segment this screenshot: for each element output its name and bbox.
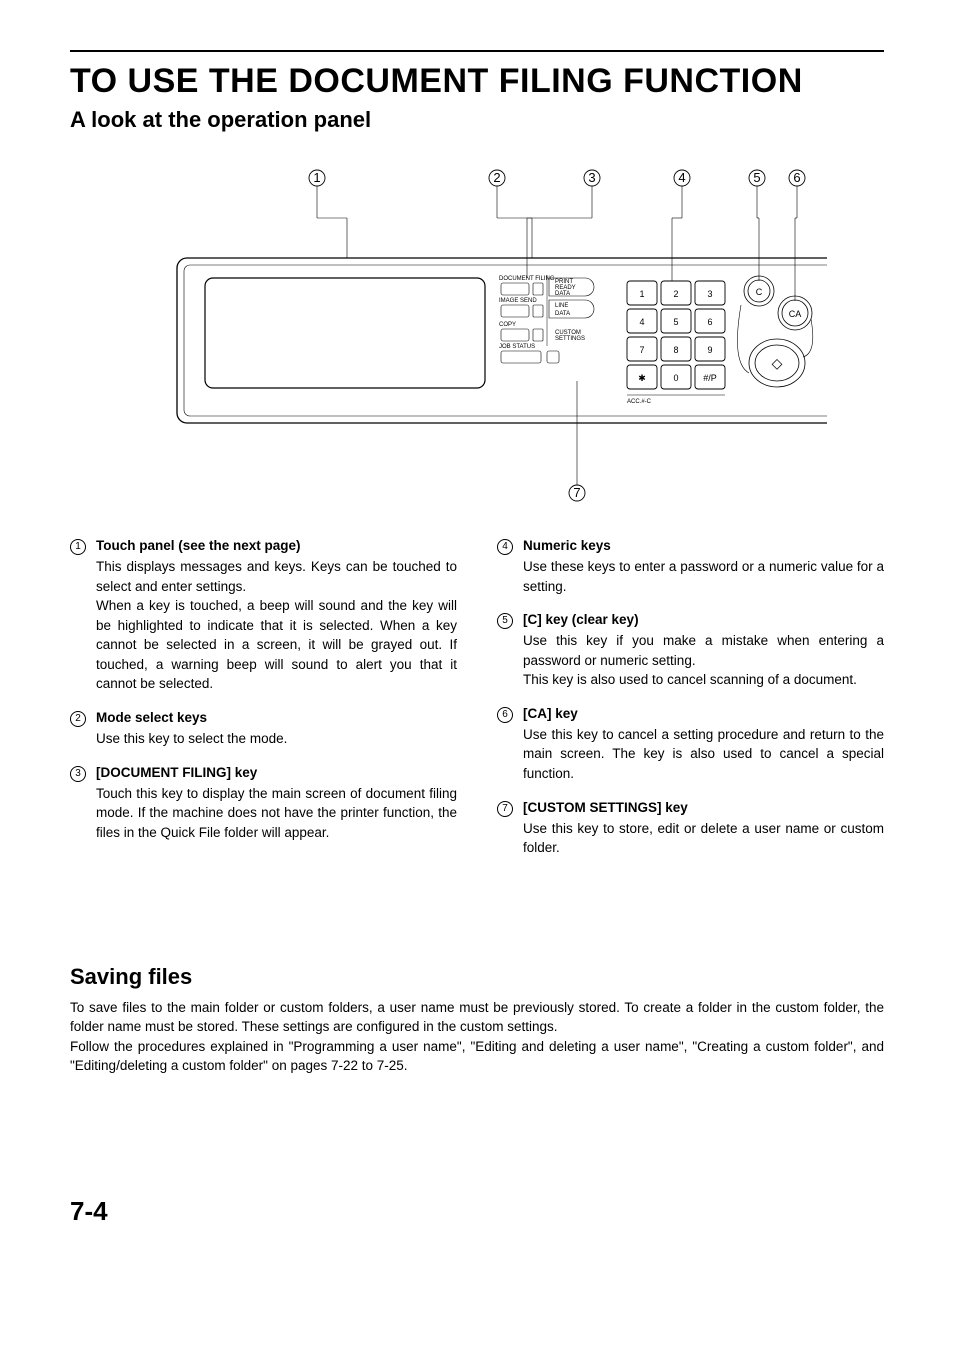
section-title: A look at the operation panel — [70, 107, 884, 133]
svg-text:0: 0 — [673, 373, 678, 383]
item-description: Use this key if you make a mistake when … — [523, 631, 884, 690]
item-title: Touch panel (see the next page) — [96, 538, 457, 553]
svg-text:2: 2 — [493, 170, 500, 185]
item-title: [CA] key — [523, 706, 884, 721]
svg-text:5: 5 — [673, 317, 678, 327]
svg-text:◇: ◇ — [772, 355, 783, 371]
item-description: Use this key to select the mode. — [96, 729, 457, 749]
svg-text:LINE: LINE — [555, 303, 568, 309]
svg-text:DATA: DATA — [555, 311, 570, 317]
svg-text:7: 7 — [639, 345, 644, 355]
svg-text:IMAGE SEND: IMAGE SEND — [499, 298, 537, 304]
svg-text:5: 5 — [753, 170, 760, 185]
svg-text:3: 3 — [588, 170, 595, 185]
svg-text:3: 3 — [707, 289, 712, 299]
svg-text:✱: ✱ — [638, 373, 646, 383]
item-description: Use this key to cancel a setting procedu… — [523, 725, 884, 784]
description-item: 4 Numeric keys Use these keys to enter a p… — [497, 538, 884, 596]
callout-number-icon: 3 — [70, 766, 86, 782]
callout-number-icon: 2 — [70, 711, 86, 727]
svg-text:C: C — [756, 287, 763, 297]
svg-text:COPY: COPY — [499, 322, 516, 328]
description-left-column: 1 Touch panel (see the next page) This dis… — [70, 538, 457, 874]
description-item: 7 [CUSTOM SETTINGS] key Use this key to st… — [497, 800, 884, 858]
description-item: 2 Mode select keys Use this key to select … — [70, 710, 457, 749]
svg-text:1: 1 — [313, 170, 320, 185]
description-item: 6 [CA] key Use this key to cancel a settin… — [497, 706, 884, 784]
description-item: 1 Touch panel (see the next page) This dis… — [70, 538, 457, 694]
svg-text:ACC.#-C: ACC.#-C — [627, 399, 652, 405]
svg-text:6: 6 — [707, 317, 712, 327]
svg-text:4: 4 — [678, 170, 685, 185]
description-item: 5 [C] key (clear key) Use this key if you … — [497, 612, 884, 690]
callout-number-icon: 4 — [497, 539, 513, 555]
svg-text:JOB STATUS: JOB STATUS — [499, 344, 535, 350]
svg-text:6: 6 — [793, 170, 800, 185]
svg-text:9: 9 — [707, 345, 712, 355]
saving-files-title: Saving files — [70, 964, 884, 990]
page-title: TO USE THE DOCUMENT FILING FUNCTION — [70, 62, 884, 101]
item-description: Touch this key to display the main scree… — [96, 784, 457, 843]
callout-number-icon: 7 — [497, 801, 513, 817]
svg-text:CA: CA — [789, 309, 802, 319]
callout-number-icon: 6 — [497, 707, 513, 723]
item-title: [CUSTOM SETTINGS] key — [523, 800, 884, 815]
svg-text:DATA: DATA — [555, 291, 570, 297]
callout-number-icon: 1 — [70, 539, 86, 555]
item-description: Use this key to store, edit or delete a … — [523, 819, 884, 858]
svg-text:SETTINGS: SETTINGS — [555, 336, 585, 342]
item-description: Use these keys to enter a password or a … — [523, 557, 884, 596]
item-title: [C] key (clear key) — [523, 612, 884, 627]
svg-text:4: 4 — [639, 317, 644, 327]
description-item: 3 [DOCUMENT FILING] key Touch this key to … — [70, 765, 457, 843]
page-number: 7-4 — [70, 1196, 884, 1227]
svg-text:7: 7 — [573, 485, 580, 500]
saving-files-body: To save files to the main folder or cust… — [70, 998, 884, 1076]
item-description: This displays messages and keys. Keys ca… — [96, 557, 457, 694]
callout-number-icon: 5 — [497, 613, 513, 629]
description-right-column: 4 Numeric keys Use these keys to enter a p… — [497, 538, 884, 874]
panel-diagram: 123456 DOCUMENT FILINGPRINTREADYDATAIMAG… — [70, 163, 884, 508]
svg-text:8: 8 — [673, 345, 678, 355]
item-title: Mode select keys — [96, 710, 457, 725]
item-title: [DOCUMENT FILING] key — [96, 765, 457, 780]
svg-text:2: 2 — [673, 289, 678, 299]
svg-text:#/P: #/P — [703, 373, 717, 383]
item-title: Numeric keys — [523, 538, 884, 553]
svg-text:DOCUMENT FILING: DOCUMENT FILING — [499, 276, 555, 282]
svg-text:1: 1 — [639, 289, 644, 299]
